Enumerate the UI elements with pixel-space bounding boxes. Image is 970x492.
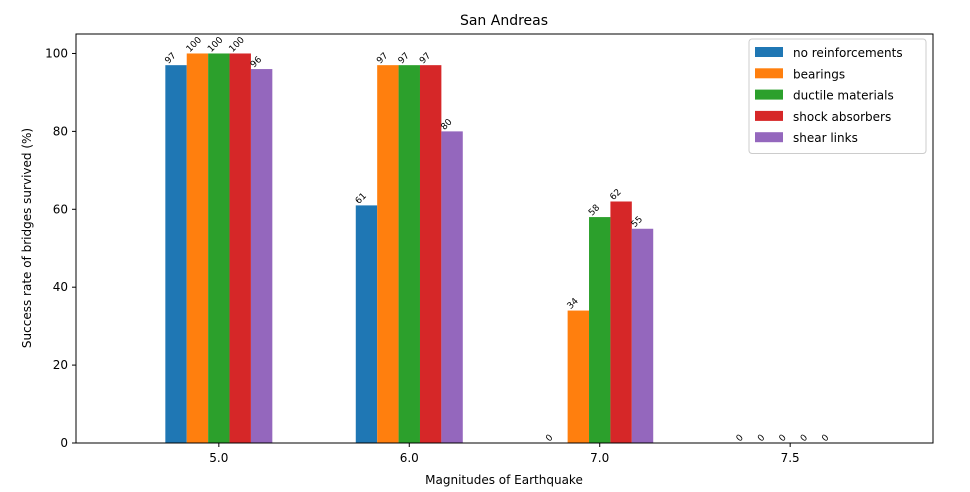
- y-tick-label: 100: [45, 46, 68, 60]
- y-tick-label: 60: [53, 202, 68, 216]
- x-tick-label: 6.0: [400, 451, 419, 465]
- legend-swatch: [755, 89, 783, 100]
- bar-value-label: 97: [397, 51, 412, 66]
- legend-label: shock absorbers: [793, 110, 891, 124]
- bar: [229, 53, 251, 443]
- bar-value-label: 34: [566, 296, 581, 311]
- bar-value-label: 55: [630, 215, 645, 230]
- x-axis-title: Magnitudes of Earthquake: [425, 473, 583, 487]
- bar: [165, 65, 187, 444]
- legend-swatch: [755, 68, 783, 79]
- chart-title: San Andreas: [460, 13, 548, 29]
- y-tick-label: 20: [53, 358, 68, 372]
- bar-value-label: 0: [799, 433, 810, 444]
- bar: [441, 131, 463, 443]
- bar: [419, 65, 442, 444]
- bar-value-label: 62: [608, 187, 623, 202]
- bar-value-label: 61: [354, 191, 369, 206]
- x-tick-label: 7.0: [590, 451, 609, 465]
- bar: [377, 65, 399, 444]
- bar-value-label: 0: [756, 433, 767, 444]
- bar: [208, 53, 230, 443]
- bar-value-label: 97: [375, 51, 390, 66]
- bar: [355, 205, 378, 443]
- legend-swatch: [755, 132, 783, 143]
- bar-value-label: 0: [820, 433, 831, 444]
- bar-value-label: 100: [185, 35, 204, 54]
- y-axis-title: Success rate of bridges survived (%): [20, 128, 34, 348]
- legend-label: shear links: [793, 131, 858, 145]
- bar: [610, 201, 632, 443]
- bar: [631, 228, 654, 443]
- legend-swatch: [755, 47, 783, 57]
- legend-label: no reinforcements: [793, 46, 903, 60]
- bar: [398, 65, 420, 444]
- x-tick-label: 5.0: [209, 451, 228, 465]
- y-tick-label: 80: [53, 124, 68, 138]
- y-tick-label: 40: [53, 280, 68, 294]
- legend-label: ductile materials: [793, 89, 894, 103]
- legend-swatch: [755, 110, 783, 121]
- bar-value-label: 100: [228, 35, 247, 54]
- bar-value-label: 80: [439, 117, 454, 132]
- bar-value-label: 97: [418, 51, 433, 66]
- bar-value-label: 0: [778, 433, 789, 444]
- legend-label: bearings: [793, 67, 845, 81]
- bar: [186, 53, 209, 443]
- bar-value-label: 0: [735, 433, 746, 444]
- bar: [567, 310, 590, 443]
- bar: [250, 69, 273, 444]
- bar-value-label: 58: [587, 203, 602, 218]
- legend: no reinforcements bearings ductile materia…: [748, 38, 927, 154]
- x-tick-label: 7.5: [781, 451, 800, 465]
- bar-value-label: 96: [249, 55, 264, 70]
- y-tick-label: 0: [60, 436, 68, 450]
- bar-value-label: 97: [163, 51, 178, 66]
- bar-value-label: 0: [544, 433, 555, 444]
- bar-value-label: 100: [206, 35, 225, 54]
- plot-frame: [75, 33, 934, 444]
- bar: [589, 217, 611, 443]
- legend-box: [748, 38, 927, 154]
